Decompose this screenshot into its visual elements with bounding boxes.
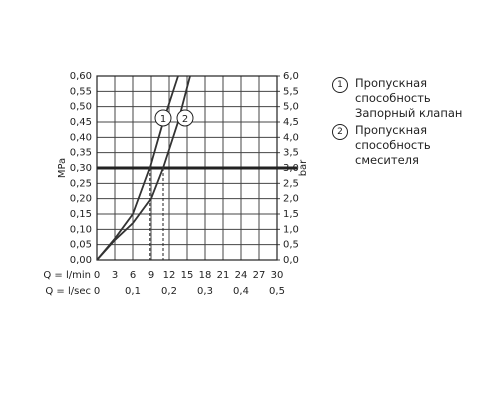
legend-symbol: 1 xyxy=(332,77,348,93)
series-marker xyxy=(176,109,194,127)
y-tick-label: 0,55 xyxy=(70,86,92,97)
x2-tick-label: 0,2 xyxy=(161,286,177,297)
x-axis-label: Q = l/min xyxy=(43,270,91,281)
x-tick-label: 0 xyxy=(94,270,100,281)
y2-tick-label: 1,0 xyxy=(283,224,299,235)
y2-tick-label: 5,0 xyxy=(283,102,299,113)
y-tick-label: 0,60 xyxy=(70,71,92,82)
y-tick-label: 0,30 xyxy=(70,163,92,174)
x-tick-label: 24 xyxy=(235,270,248,281)
x2-tick-label: 0,4 xyxy=(233,286,249,297)
legend-item: 1 Пропускная способность Запорный клапан xyxy=(332,76,492,121)
y-tick-label: 0,40 xyxy=(70,132,92,143)
x-tick-label: 9 xyxy=(148,270,154,281)
x-tick-label: 18 xyxy=(199,270,212,281)
y2-tick-label: 2,0 xyxy=(283,194,299,205)
y2-tick-label: 4,0 xyxy=(283,132,299,143)
y-tick-label: 0,10 xyxy=(70,224,92,235)
y-tick-label: 0,45 xyxy=(70,117,92,128)
legend-symbol: 2 xyxy=(332,124,348,140)
x2-tick-label: 0,1 xyxy=(125,286,141,297)
x-tick-label: 12 xyxy=(163,270,176,281)
x-tick-label: 21 xyxy=(217,270,230,281)
x-tick-label: 27 xyxy=(253,270,266,281)
x2-tick-label: 0,5 xyxy=(269,286,285,297)
x-tick-label: 3 xyxy=(112,270,118,281)
y2-tick-label: 0,5 xyxy=(283,240,299,251)
x-tick-label: 30 xyxy=(271,270,284,281)
x2-tick-label: 0,3 xyxy=(197,286,213,297)
legend-text: Пропускная способность смесителя xyxy=(355,123,431,167)
legend-text: Пропускная способность Запорный клапан xyxy=(355,76,463,120)
series-label: 1 xyxy=(160,114,166,125)
y-axis-label: MPa xyxy=(57,158,68,178)
y2-tick-label: 4,5 xyxy=(283,117,299,128)
y-tick-label: 0,00 xyxy=(70,255,92,266)
y2-tick-label: 6,0 xyxy=(283,71,299,82)
y-tick-label: 0,20 xyxy=(70,194,92,205)
y2-tick-label: 5,5 xyxy=(283,86,299,97)
series-marker xyxy=(154,109,172,127)
x-tick-label: 6 xyxy=(130,270,136,281)
y-tick-label: 0,05 xyxy=(70,240,92,251)
series-label: 2 xyxy=(182,114,188,125)
legend-item: 2 Пропускная способность смесителя xyxy=(332,123,492,168)
y2-axis-label: bar xyxy=(298,159,309,176)
y-tick-label: 0,15 xyxy=(70,209,92,220)
y2-tick-label: 3,5 xyxy=(283,148,299,159)
y-tick-label: 0,25 xyxy=(70,178,92,189)
x2-axis-label: Q = l/sec xyxy=(45,286,91,297)
x-tick-label: 15 xyxy=(181,270,194,281)
y-tick-label: 0,35 xyxy=(70,148,92,159)
y2-tick-label: 0,0 xyxy=(283,255,299,266)
x2-tick-label: 0 xyxy=(94,286,100,297)
y2-tick-label: 2,5 xyxy=(283,178,299,189)
y-tick-label: 0,50 xyxy=(70,102,92,113)
y2-tick-label: 1,5 xyxy=(283,209,299,220)
